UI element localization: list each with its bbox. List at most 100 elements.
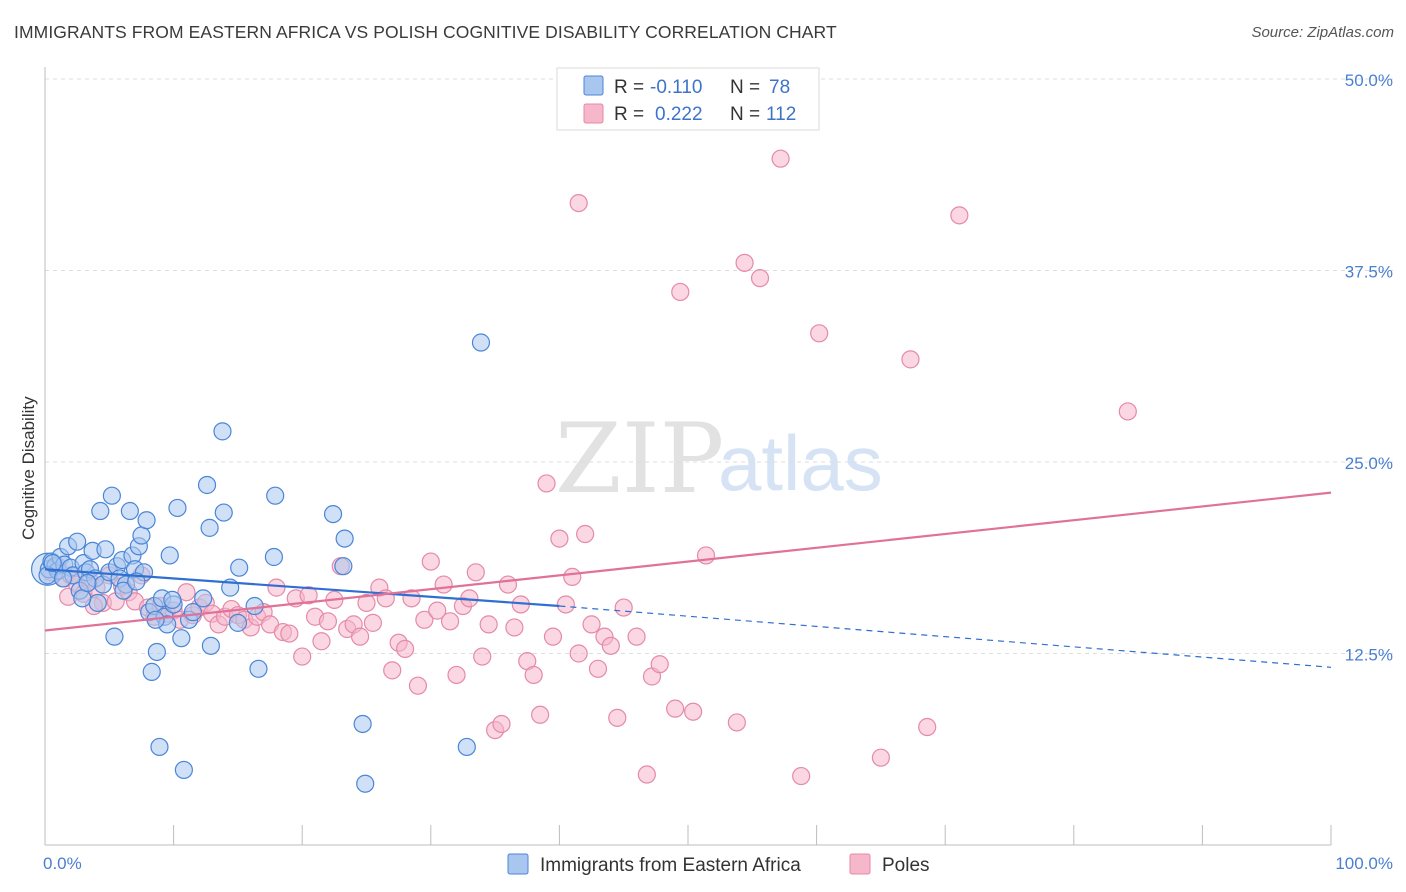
data-point-poles — [350, 627, 370, 646]
data-point-poles — [466, 563, 485, 582]
data-point-eastern-africa — [147, 642, 166, 662]
data-point-poles — [473, 647, 492, 666]
data-point-eastern-africa — [471, 333, 491, 352]
watermark-zip: ZIP — [555, 403, 724, 515]
data-point-eastern-africa — [323, 504, 343, 524]
data-point-poles — [428, 601, 447, 620]
data-point-poles — [576, 524, 595, 544]
data-point-eastern-africa — [96, 540, 115, 559]
x-tick-label: 100.0% — [1335, 854, 1393, 873]
data-point-poles — [415, 610, 434, 629]
data-point-poles — [408, 676, 428, 695]
data-point-poles — [735, 253, 754, 272]
legend-r-value: -0.110 — [650, 77, 702, 98]
data-point-eastern-africa — [353, 714, 372, 734]
bottom-legend-swatch-poles — [849, 853, 871, 875]
data-point-eastern-africa — [334, 557, 353, 576]
legend-r-value: 0.222 — [655, 104, 703, 125]
data-point-eastern-africa — [168, 498, 187, 518]
y-tick-label: 37.5% — [1345, 263, 1393, 282]
data-point-eastern-africa — [68, 532, 87, 551]
x-tick-label: 0.0% — [43, 854, 82, 873]
data-point-eastern-africa — [183, 603, 202, 622]
data-point-poles — [357, 593, 376, 613]
data-point-poles — [293, 647, 312, 666]
data-point-poles — [601, 636, 620, 655]
data-point-poles — [582, 615, 601, 634]
bottom-legend-label-poles: Poles — [882, 855, 930, 876]
data-point-poles — [383, 661, 402, 680]
data-point-eastern-africa — [150, 737, 169, 757]
data-point-eastern-africa — [142, 662, 161, 681]
data-point-poles — [447, 665, 466, 685]
data-point-poles — [318, 612, 338, 631]
top-legend: R = -0.110 N = 78 R = 0.222 N = 112 — [556, 67, 820, 131]
data-point-poles — [280, 624, 299, 643]
data-point-poles — [608, 708, 627, 727]
data-point-poles — [918, 717, 937, 737]
data-point-poles — [684, 702, 703, 721]
y-tick-label: 12.5% — [1345, 646, 1393, 665]
data-point-eastern-africa — [105, 627, 124, 646]
data-point-eastern-africa — [200, 518, 219, 537]
data-point-poles — [627, 627, 646, 646]
legend-n-label: N = — [730, 77, 760, 98]
data-point-poles — [696, 546, 716, 565]
data-point-eastern-africa — [91, 501, 110, 521]
data-point-poles — [569, 193, 588, 213]
data-point-poles — [299, 586, 318, 605]
data-point-eastern-africa — [197, 475, 217, 495]
data-point-poles — [1118, 402, 1137, 421]
data-point-poles — [363, 613, 383, 632]
data-point-poles — [871, 748, 891, 767]
data-point-poles — [750, 269, 770, 288]
legend-swatch-eastern-africa — [583, 75, 604, 96]
data-point-poles — [810, 324, 829, 343]
data-point-poles — [267, 578, 286, 597]
y-tick-label: 50.0% — [1345, 71, 1393, 90]
data-point-poles — [563, 567, 582, 587]
data-point-poles — [421, 552, 440, 571]
data-point-poles — [792, 766, 811, 786]
data-point-eastern-africa — [194, 589, 213, 608]
legend-n-label: N = — [730, 104, 760, 125]
data-point-poles — [569, 644, 588, 663]
data-point-eastern-africa — [132, 526, 151, 545]
legend-n-value: 78 — [769, 77, 790, 98]
data-point-poles — [666, 699, 685, 718]
legend-n-value: 112 — [766, 104, 796, 125]
data-point-eastern-africa — [245, 596, 264, 616]
data-point-poles — [556, 595, 575, 614]
tick-labels: 12.5% 25.0% 37.5% 50.0% 0.0% 100.0% — [43, 71, 1393, 873]
data-point-eastern-africa — [43, 554, 62, 573]
data-point-eastern-africa — [457, 737, 476, 757]
legend-r-label: R = — [614, 77, 644, 98]
data-point-poles — [479, 615, 498, 634]
data-point-eastern-africa — [249, 659, 268, 678]
data-point-poles — [637, 765, 656, 784]
data-point-poles — [588, 659, 608, 678]
data-point-eastern-africa — [114, 581, 133, 600]
data-point-eastern-africa — [266, 486, 285, 505]
series-eastern-africa-points — [30, 333, 491, 793]
data-point-poles — [440, 612, 460, 631]
data-point-poles — [614, 598, 633, 617]
data-point-eastern-africa — [78, 573, 97, 593]
data-point-eastern-africa — [264, 547, 284, 567]
trend-lines — [44, 491, 1332, 668]
data-point-eastern-africa — [163, 590, 182, 609]
data-point-poles — [312, 632, 331, 651]
bottom-legend-label-eastern-africa: Immigrants from Eastern Africa — [540, 855, 801, 876]
data-point-poles — [550, 529, 569, 548]
axes — [44, 67, 1332, 846]
legend-r-label: R = — [614, 104, 644, 125]
y-axis-label: Cognitive Disability — [19, 396, 38, 540]
data-point-eastern-africa — [102, 486, 121, 505]
data-point-poles — [727, 713, 746, 732]
data-point-eastern-africa — [174, 760, 193, 780]
y-tick-label: 25.0% — [1345, 454, 1393, 473]
data-point-eastern-africa — [88, 593, 107, 613]
data-point-poles — [177, 583, 196, 602]
data-point-poles — [650, 655, 669, 674]
data-point-eastern-africa — [213, 422, 232, 441]
